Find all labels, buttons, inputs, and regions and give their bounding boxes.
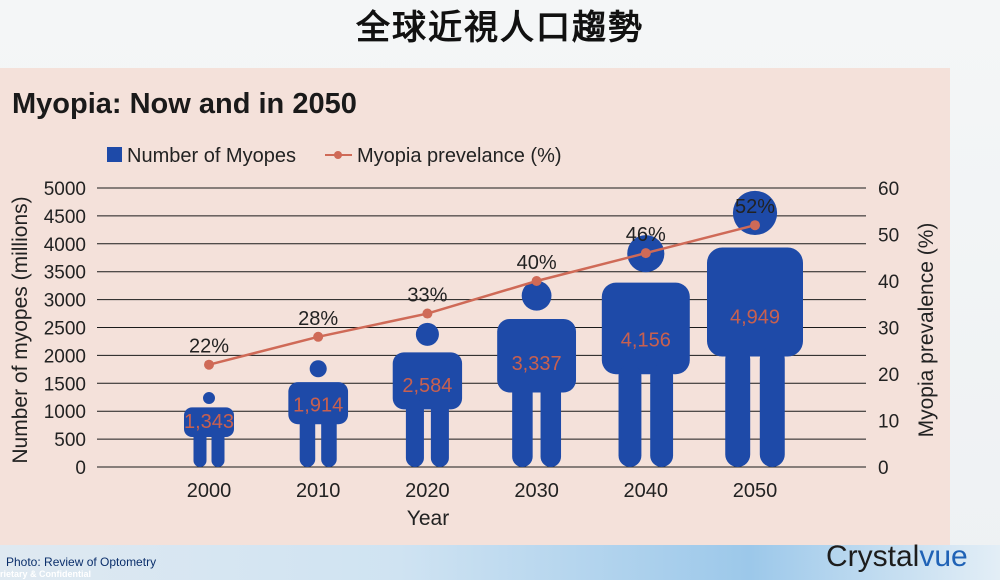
bar-data-label: 3,337 bbox=[512, 353, 562, 375]
bar-data-label: 4,949 bbox=[730, 306, 780, 328]
legend-label-prevalence: Myopia prevelance (%) bbox=[357, 145, 562, 167]
bar-leg-right bbox=[650, 364, 674, 467]
bar-head bbox=[521, 280, 552, 311]
x-tick-label: 2000 bbox=[187, 480, 232, 502]
prevalence-data-label: 22% bbox=[189, 336, 229, 358]
bar-head bbox=[415, 322, 439, 346]
y2-tick-label: 30 bbox=[878, 319, 899, 340]
bar-leg-left bbox=[405, 399, 424, 467]
y2-tick-label: 40 bbox=[878, 272, 899, 293]
bar-data-label: 1,914 bbox=[293, 394, 343, 416]
bar-leg-left bbox=[618, 364, 642, 467]
x-tick-label: 2020 bbox=[405, 480, 450, 502]
prevalence-point bbox=[531, 276, 542, 286]
bar-leg-right bbox=[211, 427, 225, 467]
bar-body bbox=[601, 282, 690, 375]
y-tick-label: 500 bbox=[54, 430, 86, 451]
x-tick-label: 2010 bbox=[296, 480, 341, 502]
prevalence-point bbox=[750, 220, 760, 231]
prevalence-data-label: 40% bbox=[517, 252, 557, 274]
prevalence-data-label: 33% bbox=[407, 285, 447, 307]
prevalence-data-label: 28% bbox=[298, 308, 338, 330]
bar-head bbox=[732, 190, 778, 236]
prevalence-point bbox=[422, 308, 433, 319]
prevalence-data-label: 52% bbox=[735, 196, 775, 218]
chart-title: Myopia: Now and in 2050 bbox=[12, 88, 357, 120]
confidential-note: rietary & Confidential bbox=[0, 569, 92, 579]
bar-body bbox=[497, 318, 577, 393]
y2-tick-label: 60 bbox=[878, 179, 899, 200]
y-tick-label: 4000 bbox=[44, 235, 86, 256]
myopia-chart: Myopia: Now and in 2050 Number of Myopes M… bbox=[9, 88, 938, 530]
x-axis-label: Year bbox=[407, 507, 449, 530]
y-tick-label: 1000 bbox=[44, 402, 86, 423]
chart-panel: Myopia: Now and in 2050 Number of Myopes M… bbox=[0, 68, 950, 555]
y2-tick-label: 20 bbox=[878, 365, 899, 386]
y-tick-label: 2000 bbox=[44, 346, 86, 367]
bar-leg-right bbox=[321, 414, 337, 467]
y-tick-label: 2500 bbox=[44, 319, 86, 340]
bar-leg-right bbox=[540, 382, 562, 467]
y-tick-label: 5000 bbox=[44, 179, 86, 200]
bar-leg-left bbox=[512, 382, 533, 467]
legend-label-myopes: Number of Myopes bbox=[127, 145, 296, 167]
bar-body bbox=[392, 352, 463, 410]
y2-tick-label: 50 bbox=[878, 226, 899, 247]
footer-band bbox=[0, 545, 1000, 580]
prevalence-data-label: 46% bbox=[626, 224, 666, 246]
x-tick-label: 2050 bbox=[733, 480, 778, 502]
bar-data-label: 1,343 bbox=[184, 411, 234, 433]
prevalence-point bbox=[313, 331, 324, 342]
x-tick-label: 2040 bbox=[624, 480, 669, 502]
brand-logo-part2: vue bbox=[919, 540, 968, 573]
bar-data-label: 4,156 bbox=[621, 329, 671, 351]
x-tick-label: 2030 bbox=[514, 480, 559, 502]
slide-title: 全球近視人口趨勢 bbox=[356, 8, 644, 48]
y-tick-label: 3000 bbox=[44, 291, 86, 312]
bar-leg-left bbox=[725, 346, 751, 467]
bar-body bbox=[288, 382, 349, 425]
bar-leg-right bbox=[759, 346, 785, 467]
brand-logo: Crystalvue bbox=[826, 540, 968, 574]
bar-body bbox=[707, 247, 803, 357]
bar-head bbox=[203, 392, 215, 405]
bar-leg-left bbox=[299, 414, 316, 467]
y-tick-label: 3500 bbox=[44, 263, 86, 284]
y2-tick-label: 0 bbox=[878, 458, 889, 479]
bar-leg-right bbox=[430, 399, 449, 467]
y-tick-label: 4500 bbox=[44, 207, 86, 228]
prevalence-point bbox=[640, 248, 651, 259]
brand-logo-part1: Crystal bbox=[826, 540, 920, 573]
y-tick-label: 0 bbox=[75, 458, 86, 479]
bar-head bbox=[309, 360, 327, 378]
prevalence-line bbox=[208, 223, 756, 366]
bar-leg-left bbox=[193, 427, 207, 467]
y-axis-label: Number of myopes (millions) bbox=[9, 196, 32, 463]
legend-marker-prevalence bbox=[334, 151, 342, 159]
y-tick-label: 1500 bbox=[44, 374, 86, 395]
legend-swatch-myopes bbox=[107, 147, 122, 162]
prevalence-point bbox=[204, 359, 214, 370]
y2-tick-label: 10 bbox=[878, 412, 899, 433]
y2-axis-label: Myopia prevalence (%) bbox=[915, 223, 938, 438]
photo-credit: Photo: Review of Optometry bbox=[6, 555, 157, 569]
bar-data-label: 2,584 bbox=[402, 375, 452, 397]
